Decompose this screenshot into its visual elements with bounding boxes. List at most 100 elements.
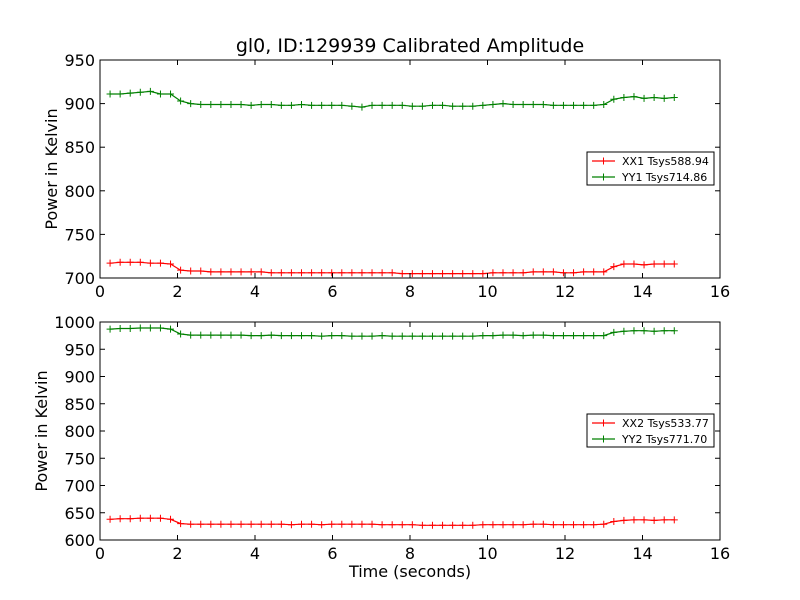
legend: XX1 Tsys588.94 YY1 Tsys714.86	[586, 151, 715, 186]
data-point	[207, 100, 215, 108]
data-point	[116, 90, 124, 98]
data-point	[298, 520, 305, 528]
data-point	[247, 268, 255, 276]
data-point	[217, 100, 225, 108]
data-point	[580, 332, 588, 340]
data-point	[328, 101, 336, 109]
data-point	[156, 90, 164, 98]
data-point	[620, 93, 628, 101]
data-point	[509, 331, 517, 339]
data-point	[348, 332, 356, 340]
data-point	[116, 515, 124, 523]
x-tick-label: 10	[477, 282, 497, 301]
data-point	[318, 269, 326, 277]
data-point	[509, 269, 517, 277]
data-point	[459, 332, 467, 340]
data-point	[650, 516, 658, 524]
series-1-2	[106, 87, 678, 111]
x-tick-label: 2	[172, 282, 182, 301]
data-point	[449, 102, 457, 110]
data-point	[610, 328, 618, 336]
data-point	[539, 268, 547, 276]
data-point	[509, 100, 517, 108]
data-point	[580, 521, 588, 529]
data-point	[559, 332, 567, 340]
data-point	[418, 102, 426, 110]
data-point	[287, 521, 295, 529]
data-point	[670, 93, 678, 101]
data-point	[660, 327, 668, 335]
data-point	[156, 514, 164, 522]
data-point	[318, 101, 326, 109]
data-point	[590, 521, 598, 529]
data-point	[167, 90, 175, 98]
x-tick-label: 0	[95, 544, 105, 563]
data-point	[267, 269, 275, 277]
series-2-2	[106, 324, 678, 340]
x-tick-label: 6	[327, 282, 337, 301]
series-2-1	[106, 514, 678, 529]
data-point	[136, 258, 144, 266]
data-point	[308, 101, 316, 109]
data-point	[549, 101, 557, 109]
x-tick-label: 4	[250, 544, 260, 563]
data-point	[358, 269, 366, 277]
data-point	[489, 521, 497, 529]
data-point	[479, 521, 487, 529]
data-point	[650, 260, 658, 268]
data-point	[177, 330, 185, 338]
data-point	[227, 268, 235, 276]
legend-marker	[600, 157, 607, 165]
data-point	[398, 270, 406, 278]
data-point	[499, 269, 507, 277]
data-point	[459, 521, 467, 529]
data-point	[257, 268, 265, 276]
data-point	[257, 520, 265, 528]
data-point	[378, 332, 386, 340]
x-tick-label: 8	[405, 544, 415, 563]
data-point	[439, 101, 447, 109]
data-point	[610, 263, 618, 271]
x-tick-label: 16	[710, 544, 730, 563]
data-point	[590, 101, 598, 109]
data-point	[630, 93, 638, 101]
data-point	[126, 258, 134, 266]
data-point	[610, 95, 618, 103]
data-point	[499, 521, 507, 529]
data-point	[197, 331, 205, 339]
x-tick-label: 2	[172, 544, 182, 563]
data-point	[539, 331, 547, 339]
data-point	[146, 324, 154, 332]
x-tick-label: 14	[632, 544, 652, 563]
data-point	[640, 327, 648, 335]
data-point	[146, 259, 154, 267]
data-point	[237, 331, 245, 339]
data-point	[106, 259, 114, 267]
data-point	[660, 260, 668, 268]
data-point	[559, 101, 567, 109]
y-tick-label: 700	[64, 269, 95, 288]
data-point	[328, 520, 336, 528]
data-point	[136, 88, 144, 96]
data-point	[600, 332, 608, 340]
data-point	[156, 324, 164, 332]
y-tick-label: 900	[64, 368, 95, 387]
data-point	[408, 332, 416, 340]
data-point	[610, 517, 618, 525]
data-point	[408, 102, 416, 110]
data-point	[277, 269, 285, 277]
y-axis-label: Power in Kelvin	[42, 108, 61, 229]
data-point	[348, 520, 356, 528]
data-point	[630, 516, 638, 524]
data-point	[620, 327, 628, 335]
data-point	[308, 520, 316, 528]
data-point	[459, 102, 467, 110]
data-point	[146, 87, 154, 95]
data-point	[529, 100, 537, 108]
data-point	[298, 100, 305, 108]
data-point	[368, 101, 376, 109]
data-point	[489, 100, 497, 108]
data-point	[156, 259, 164, 267]
x-axis-label: Time (seconds)	[348, 562, 471, 581]
